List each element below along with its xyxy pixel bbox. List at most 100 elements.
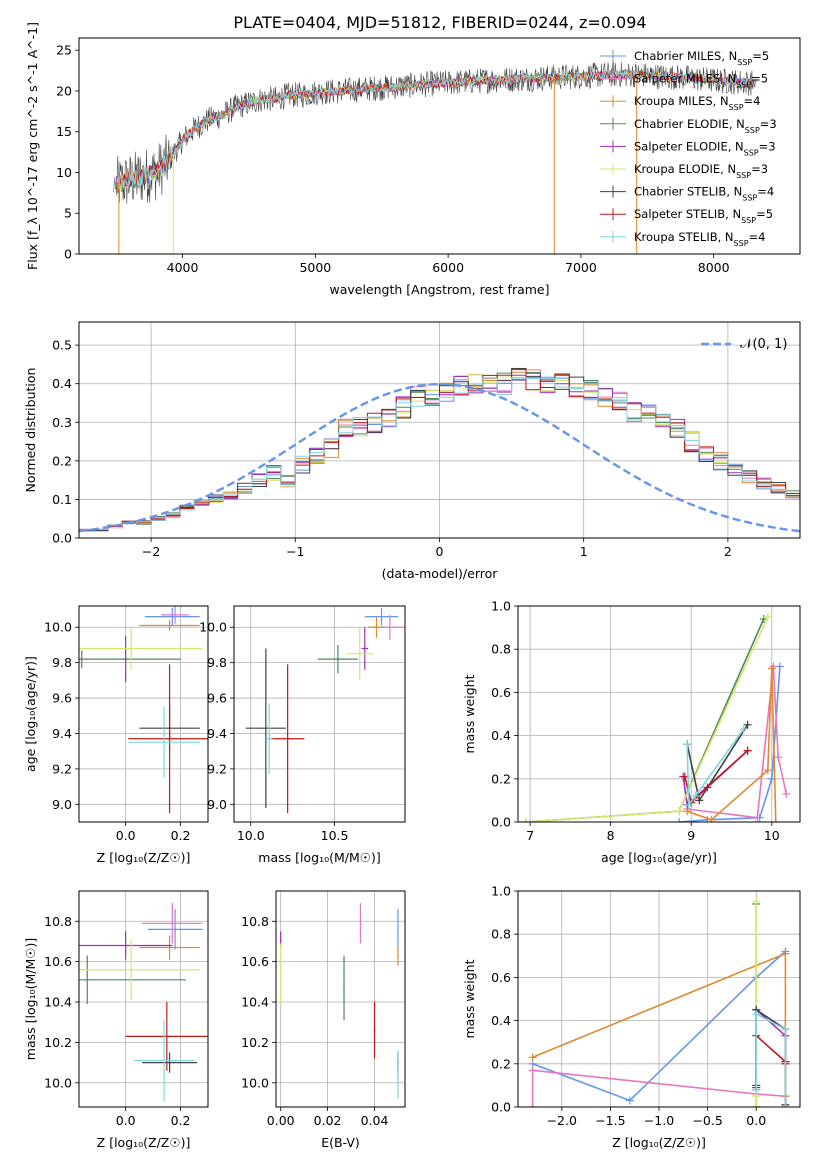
y-tick-label: 0.2	[491, 1056, 511, 1071]
legend-label: Kroupa MILES, NSSP=4	[634, 94, 760, 112]
x-tick-label: 0.02	[314, 1113, 342, 1128]
x-tick-label: 0.00	[267, 1113, 295, 1128]
y-tick-label: 0.0	[52, 531, 72, 546]
x-tick-label: −1.0	[644, 1113, 674, 1128]
panel-residuals: −2 −1 0 1 2 0.0 0.1 0.2 0.3 0.4 0.5 (data-model)/er…	[23, 321, 801, 581]
y-tick-label: 0.4	[52, 376, 72, 391]
legend-label: Salpeter ELODIE, NSSP=3	[634, 139, 776, 157]
data-point	[286, 737, 289, 740]
series-line-0	[532, 950, 786, 1102]
normal-curve	[79, 382, 800, 533]
y-axis-label: mass weight	[462, 959, 477, 1038]
x-axis-label: (data-model)/error	[382, 566, 499, 581]
x-tick-label: 0.04	[361, 1113, 389, 1128]
data-point	[389, 626, 391, 629]
y-tick-label: 1.0	[491, 599, 511, 614]
y-tick-label: 0	[64, 247, 72, 262]
data-point	[171, 615, 174, 618]
axes-frame	[517, 605, 801, 823]
y-tick-label: 0.8	[491, 642, 511, 657]
panel-weight-vs-metallicity: −2.0 −1.5 −1.0 −0.5 0.0 0.0 0.2 0.4 0.6 0.8 1.0 Z […	[462, 884, 801, 1150]
x-tick-label: 0.0	[746, 1113, 766, 1128]
data-point	[166, 1035, 168, 1038]
y-tick-label: 0.4	[491, 728, 511, 743]
y-tick-label: 10.6	[241, 954, 269, 969]
x-axis-label: Z [log₁₀(Z/Z☉)]	[612, 1135, 706, 1150]
data-point	[380, 615, 383, 618]
y-tick-label: 10.2	[241, 1035, 269, 1050]
axes-frame	[275, 890, 406, 1108]
x-tick-label: 0.2	[171, 1113, 191, 1128]
plot-area	[279, 903, 399, 1099]
y-tick-label: 0.3	[52, 415, 72, 430]
y-tick-label: 1.0	[491, 884, 511, 899]
plot-area	[79, 606, 208, 814]
data-point	[163, 1059, 165, 1062]
data-point	[279, 972, 282, 975]
y-tick-label: 10.4	[241, 995, 269, 1010]
x-tick-label: 6000	[432, 260, 464, 275]
data-point	[363, 647, 366, 650]
y-tick-label: 0.6	[491, 685, 511, 700]
y-tick-label: 10.0	[44, 620, 72, 635]
y-tick-label: 0.1	[52, 492, 72, 507]
data-point	[124, 944, 127, 947]
data-point	[80, 658, 83, 660]
plot-area	[528, 897, 790, 1107]
y-axis-label: Flux [f_λ 10^-17 erg cm^-2 s^-1 A^-1]	[25, 22, 40, 270]
y-tick-label: 9.0	[207, 797, 227, 812]
x-tick-label: 10	[764, 828, 780, 843]
y-axis-label: age [log₁₀(age/yr)]	[23, 656, 38, 772]
y-tick-label: 9.4	[52, 726, 72, 741]
series-line-5	[526, 616, 769, 822]
histogram-7	[79, 369, 800, 530]
data-point	[358, 653, 361, 655]
legend-label: Kroupa ELODIE, NSSP=3	[634, 162, 768, 180]
y-tick-label: 9.4	[207, 726, 227, 741]
y-tick-label: 0.2	[52, 453, 72, 468]
data-point	[265, 727, 267, 729]
legend: Chabrier MILES, NSSP=5 Salpeter MILES, NS…	[600, 49, 777, 247]
data-point	[168, 1061, 171, 1064]
y-tick-label: 0.6	[491, 970, 511, 985]
panel-mass-vs-extinction: 0.00 0.02 0.04 10.0 10.2 10.4 10.6 10.8 E(B-V)	[241, 890, 406, 1150]
x-tick-label: 10.5	[321, 828, 349, 843]
y-tick-label: 0.2	[491, 771, 511, 786]
plot-area	[79, 903, 208, 1101]
panel-spectrum: 4000 5000 6000 7000 8000 0 5 10 15 20 25 wavelength…	[25, 22, 801, 297]
y-tick-label: 0.0	[491, 1100, 511, 1115]
axes-frame	[78, 890, 209, 1108]
data-point	[174, 614, 176, 616]
data-point	[86, 979, 89, 981]
x-tick-label: 0	[436, 544, 444, 559]
data-point	[268, 737, 271, 740]
y-tick-label: 9.6	[207, 691, 227, 706]
x-tick-label: 10.0	[237, 828, 265, 843]
y-tick-label: 0.5	[52, 338, 72, 353]
plot-area	[113, 61, 757, 254]
data-point	[130, 968, 132, 971]
panel-weight-vs-age: 7 8 9 10 0.0 0.2 0.4 0.6 0.8 1.0 age [log₁₀(age/yr…	[462, 599, 801, 865]
y-tick-label: 10.0	[241, 1075, 269, 1090]
data-point	[359, 922, 362, 925]
legend-label: Salpeter MILES, NSSP=5	[634, 72, 768, 90]
axes-frame	[78, 37, 801, 255]
y-tick-label: 10	[56, 165, 72, 180]
y-tick-label: 25	[56, 43, 72, 58]
x-axis-label: wavelength [Angstrom, rest frame]	[329, 282, 549, 297]
data-point	[375, 626, 378, 629]
y-axis-label: mass [log₁₀(M/M☉)]	[23, 938, 38, 1060]
legend-label: 𝒩(0, 1)	[740, 337, 787, 352]
data-point	[168, 946, 171, 949]
y-tick-label: 10.0	[199, 620, 227, 635]
axes-frame	[233, 605, 406, 823]
x-tick-label: 0.0	[116, 1113, 136, 1128]
y-tick-label: 0.8	[491, 927, 511, 942]
data-point	[124, 658, 127, 660]
y-tick-label: 20	[56, 83, 72, 98]
x-axis-label: mass [log₁₀(M/M☉)]	[258, 850, 380, 865]
y-tick-label: 9.0	[52, 797, 72, 812]
y-tick-label: 10.6	[44, 954, 72, 969]
